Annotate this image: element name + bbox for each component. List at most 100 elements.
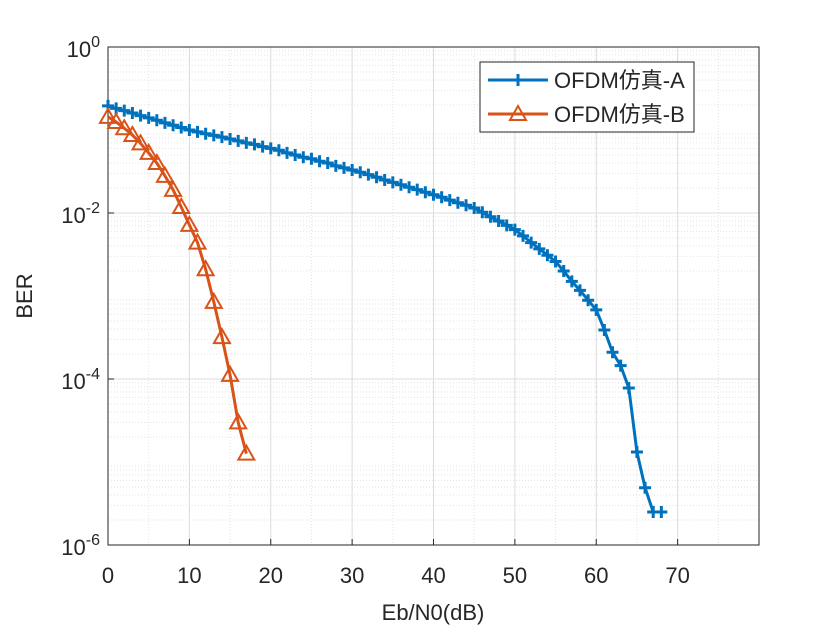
marker [606, 346, 619, 359]
marker [236, 443, 257, 461]
marker [500, 219, 513, 232]
marker [256, 140, 269, 153]
marker [549, 255, 562, 268]
x-tick-label: 10 [177, 563, 201, 588]
marker [297, 151, 310, 164]
marker [118, 104, 131, 117]
marker [370, 171, 383, 184]
marker [403, 181, 416, 194]
marker [199, 127, 212, 140]
marker [354, 166, 367, 179]
x-tick-label: 40 [421, 563, 445, 588]
marker [264, 142, 277, 155]
marker [248, 138, 261, 151]
marker [183, 124, 196, 136]
marker [533, 242, 546, 255]
marker [411, 183, 424, 196]
marker [512, 74, 524, 86]
marker [204, 291, 224, 309]
marker [281, 146, 294, 159]
y-tick-label: 100 [67, 34, 100, 62]
marker [122, 125, 143, 143]
marker [492, 215, 505, 228]
marker [443, 194, 456, 207]
marker [240, 136, 253, 149]
marker [191, 125, 204, 138]
marker [590, 303, 603, 316]
marker [147, 153, 167, 171]
marker [228, 412, 248, 430]
marker [321, 157, 334, 170]
marker [435, 191, 448, 204]
marker [508, 103, 528, 121]
marker [614, 359, 627, 372]
marker [155, 165, 175, 183]
marker [207, 129, 220, 142]
marker [167, 119, 180, 132]
y-tick-label: 10-4 [61, 366, 100, 394]
marker [346, 163, 359, 176]
marker [134, 109, 147, 122]
marker [573, 284, 586, 297]
marker [525, 236, 538, 249]
x-tick-label: 70 [665, 563, 689, 588]
marker [517, 229, 530, 242]
marker [130, 133, 151, 151]
marker [138, 142, 159, 160]
marker [378, 173, 391, 186]
marker [142, 111, 155, 124]
y-tick-label: 10-6 [61, 532, 100, 560]
marker [126, 107, 139, 120]
marker [460, 199, 473, 212]
marker [362, 168, 375, 181]
marker [212, 327, 232, 345]
marker [305, 152, 318, 165]
marker [150, 114, 163, 127]
marker [508, 223, 521, 236]
marker [272, 144, 285, 157]
x-axis-label: Eb/N0(dB) [382, 600, 485, 625]
x-tick-label: 50 [503, 563, 527, 588]
marker [622, 381, 635, 394]
marker [582, 294, 595, 307]
marker [175, 121, 188, 134]
x-tick-label: 60 [584, 563, 608, 588]
marker [337, 161, 350, 174]
marker [451, 196, 464, 209]
marker [484, 210, 497, 223]
marker [224, 132, 237, 145]
legend-label: OFDM仿真-B [554, 102, 685, 127]
marker [187, 232, 208, 250]
marker [329, 159, 342, 172]
marker [476, 206, 489, 219]
marker [98, 106, 118, 124]
marker [639, 481, 652, 494]
marker [163, 179, 183, 197]
marker [598, 323, 611, 336]
x-tick-label: 0 [102, 563, 114, 588]
marker [541, 249, 554, 262]
marker [313, 155, 326, 168]
marker [394, 178, 407, 191]
plot-frame [107, 46, 760, 546]
marker [215, 131, 228, 144]
marker [655, 505, 668, 518]
y-axis-label: BER [12, 273, 37, 318]
x-tick-label: 30 [340, 563, 364, 588]
marker [171, 197, 191, 215]
marker [468, 201, 481, 214]
y-tick-label: 10-2 [61, 200, 100, 228]
marker [195, 259, 216, 277]
marker [427, 188, 440, 201]
marker [630, 445, 643, 458]
marker [289, 148, 302, 161]
x-tick-label: 20 [259, 563, 283, 588]
marker [106, 111, 126, 129]
marker [386, 176, 399, 189]
marker [419, 186, 432, 199]
marker [557, 265, 570, 278]
marker [565, 275, 578, 288]
marker [232, 134, 245, 147]
